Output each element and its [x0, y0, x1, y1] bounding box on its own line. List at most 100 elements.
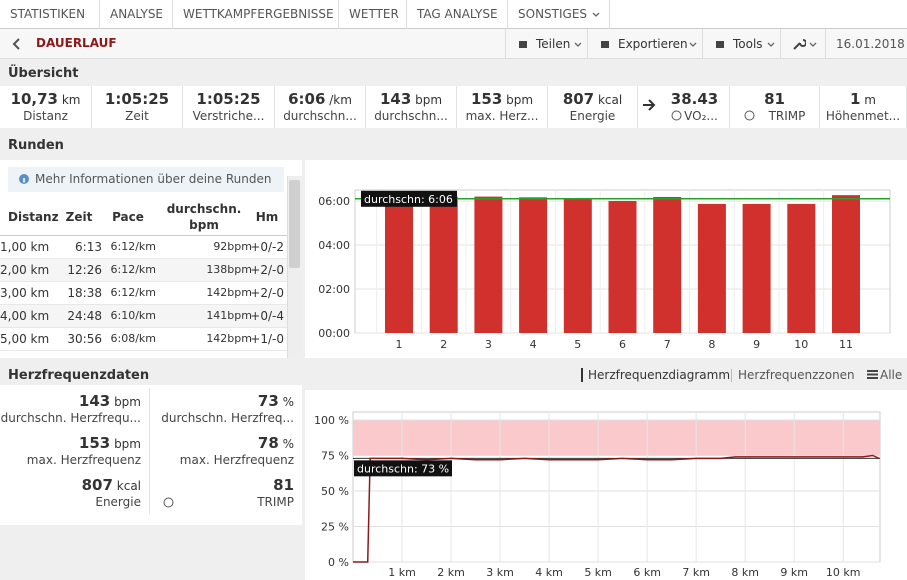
- icon-shape: [716, 41, 724, 48]
- stat-label-line: Distanz: [0, 109, 91, 123]
- x-tick-label: 6: [619, 338, 626, 351]
- stat-label: TRIMP: [768, 109, 806, 123]
- stat-value-line: 81: [730, 90, 819, 108]
- stat-value: 1: [850, 90, 861, 108]
- stat-value-line: 143 bpm: [366, 90, 456, 108]
- help-icon[interactable]: [671, 110, 682, 121]
- toolbar-button[interactable]: Teilen: [505, 29, 587, 59]
- y-tick-label: 04:00: [318, 239, 350, 252]
- table-cell: 6:10/km: [110, 309, 157, 322]
- section-heading: Runden: [8, 138, 64, 153]
- stat-cell: 1 m Höhenmet...: [820, 86, 907, 128]
- bar: [608, 201, 637, 333]
- hr-tab[interactable]: Alle: [880, 368, 903, 382]
- stat-label: Zeit: [125, 109, 149, 123]
- icon-shape: [671, 110, 682, 121]
- table-cell: 142bpm: [206, 286, 252, 299]
- icon-shape: [519, 41, 527, 48]
- stat-value: 153: [470, 90, 503, 108]
- toolbar-button[interactable]: Exportieren: [587, 29, 702, 59]
- stat-cell: 1:05:25 Zeit: [92, 86, 183, 128]
- menu-icon: [867, 370, 878, 379]
- button-icon: [716, 41, 724, 48]
- toolbar: [0, 29, 907, 59]
- stat-cell: 807 kcal Energie: [548, 86, 638, 128]
- nav-tab[interactable]: WETTER: [339, 0, 407, 29]
- hr-tab[interactable]: Herzfrequenzdiagramm: [588, 368, 731, 382]
- y-tick-label: 50 %: [321, 485, 349, 498]
- stat-label-line: Energie: [548, 109, 637, 123]
- icon-shape: [793, 39, 806, 50]
- stat-unit: m: [864, 93, 876, 107]
- back-icon[interactable]: [12, 38, 22, 50]
- bar: [563, 198, 592, 333]
- stat-value: 143: [379, 90, 412, 108]
- bar: [474, 196, 503, 333]
- info-box: Mehr Informationen über deine Runden: [8, 167, 284, 192]
- stat-label-line: Verstriche...: [183, 109, 274, 123]
- nav-tab[interactable]: TAG ANALYSE: [407, 0, 508, 29]
- stat-label: durchschn. Herzfreq...: [161, 411, 294, 425]
- x-tick-label: 1: [396, 338, 403, 351]
- stat-cell: 81 TRIMP: [730, 86, 820, 128]
- x-tick-label: 2 km: [437, 566, 465, 579]
- caret-icon: [809, 42, 817, 47]
- x-tick-label: 10: [794, 338, 808, 351]
- table-cell: 4,00 km: [0, 309, 50, 323]
- stat-unit: kcal: [597, 93, 623, 107]
- bar: [519, 197, 548, 333]
- table-cell: 3,00 km: [0, 286, 50, 300]
- table-cell: 141bpm: [206, 309, 252, 322]
- stat-value-line: 6:06 /km: [275, 90, 365, 108]
- reference-label-bg: [361, 190, 457, 207]
- reference-label: durchschn: 6:06: [364, 193, 453, 206]
- nav-tab[interactable]: ANALYSE: [100, 0, 173, 29]
- stat-value: 807: [562, 90, 595, 108]
- x-tick-label: 9: [753, 338, 760, 351]
- stat-label: VO₂...: [684, 109, 718, 123]
- stat-value: 73: [257, 392, 279, 410]
- stat-cell: 38.43 VO₂...: [660, 86, 730, 128]
- stat-label-line: Zeit: [92, 109, 182, 123]
- table-cell: 138bpm: [206, 263, 252, 276]
- icon-shape: [744, 110, 755, 121]
- y-tick-label: 100 %: [314, 414, 349, 427]
- wrench-icon: [793, 39, 806, 50]
- section-heading: Herzfrequenzdaten: [8, 368, 150, 383]
- icon-shape: [867, 370, 878, 372]
- hr-tab[interactable]: Herzfrequenzzonen: [738, 368, 855, 382]
- settings-button[interactable]: [780, 29, 825, 59]
- stat-label: Energie: [95, 495, 141, 509]
- toolbar-button[interactable]: Tools: [702, 29, 780, 59]
- table-header: Zeit: [65, 210, 93, 224]
- x-tick-label: 7 km: [682, 566, 710, 579]
- nav-tab[interactable]: STATISTIKEN: [0, 0, 100, 29]
- stat-value: 38.43: [670, 90, 719, 108]
- y-tick-label: 75 %: [321, 450, 349, 463]
- table-cell: 30:56: [67, 332, 102, 346]
- line-series: [353, 454, 880, 563]
- bar: [742, 203, 771, 333]
- stat-label: durchschn...: [374, 109, 448, 123]
- table-cell: 2,00 km: [0, 263, 50, 277]
- shaded-range: [353, 420, 880, 456]
- button-icon: [519, 41, 527, 48]
- stat-cell: 153 bpm max. Herz...: [457, 86, 548, 128]
- stat-value-line: 78 %: [258, 434, 294, 452]
- table-header: Distanz: [8, 210, 59, 224]
- bar-chart: 00:00 02:00 04:00 06:00 1 2 3 4 5 6 7 8 9 10 11 durchsc…: [318, 189, 891, 351]
- nav-tab[interactable]: SONSTIGES: [508, 0, 610, 29]
- stat-unit: km: [61, 93, 81, 107]
- nav-tab[interactable]: WETTKAMPFERGEBNISSE: [173, 0, 339, 29]
- stat-unit: bpm: [114, 437, 141, 451]
- stat-unit: bpm: [506, 93, 534, 107]
- hr-stat-cell: 153 bpm max. Herzfrequenz: [0, 430, 150, 472]
- table-cell: 6:08/km: [110, 332, 157, 345]
- x-tick-label: 10 km: [826, 566, 861, 579]
- help-icon[interactable]: [744, 110, 755, 121]
- table-cell: 92bpm: [213, 240, 252, 253]
- y-tick-label: 25 %: [321, 521, 349, 534]
- info-icon: [19, 174, 29, 184]
- stat-value-line: 10,73 km: [0, 90, 91, 108]
